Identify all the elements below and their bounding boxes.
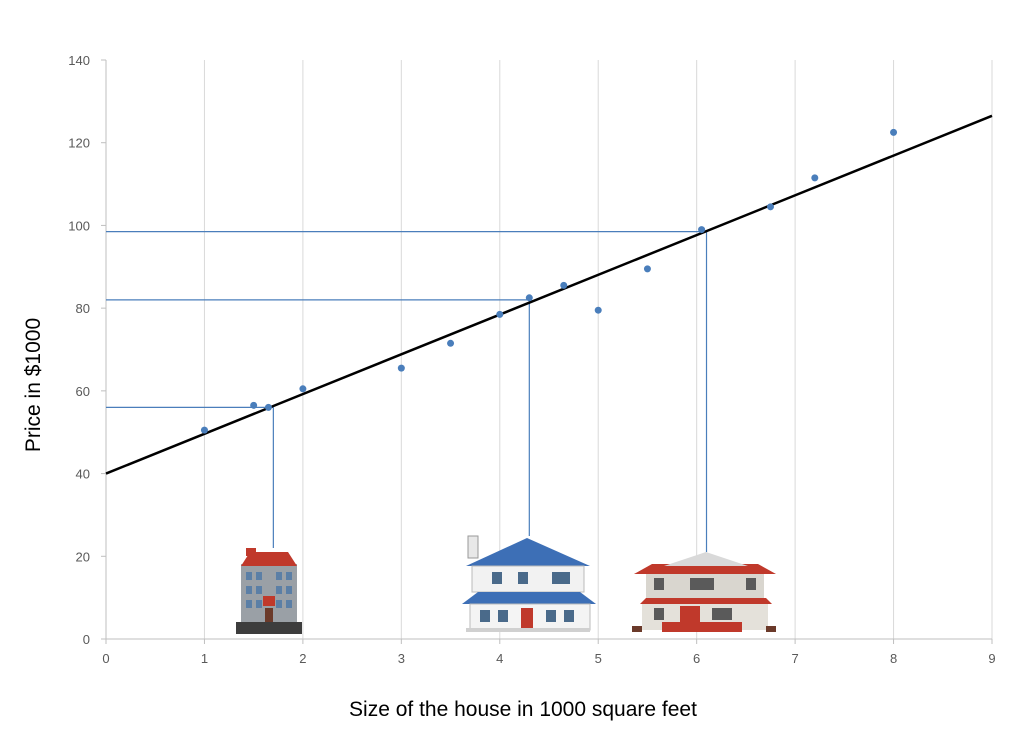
- x-tick-label-4: 4: [496, 651, 503, 666]
- y-tick-label-60: 60: [76, 384, 90, 399]
- x-tick-label-2: 2: [299, 651, 306, 666]
- x-tick-label-9: 9: [988, 651, 995, 666]
- data-point-5: [397, 364, 405, 372]
- y-tick-label-140: 140: [68, 53, 90, 68]
- y-tick-label-100: 100: [68, 218, 90, 233]
- x-tick-label-5: 5: [595, 651, 602, 666]
- x-tick-label-0: 0: [102, 651, 109, 666]
- x-tick-label-3: 3: [398, 651, 405, 666]
- data-point-10: [594, 306, 602, 314]
- projection-lines: [106, 231, 708, 552]
- x-tick-label-6: 6: [693, 651, 700, 666]
- data-point-13: [767, 203, 774, 211]
- data-point-1: [200, 426, 208, 434]
- y-tick-label-120: 120: [68, 136, 90, 151]
- data-points: [200, 128, 898, 434]
- x-axis-title: Size of the house in 1000 square feet: [349, 698, 697, 721]
- data-point-12: [698, 226, 706, 234]
- data-point-15: [890, 128, 898, 136]
- tick-labels: 0 1 2 3 4 5 6 7 8 9 0 20 40 60 80 100 120 140: [68, 53, 995, 666]
- x-tick-label-8: 8: [890, 651, 897, 666]
- y-tick-label-20: 20: [76, 549, 90, 564]
- data-point-8: [525, 294, 533, 302]
- y-tick-label-80: 80: [76, 301, 90, 316]
- blue-roof-house-icon: [462, 535, 596, 632]
- x-tick-label-1: 1: [201, 651, 208, 666]
- y-axis-title: Price in $1000: [22, 318, 45, 452]
- data-point-7: [496, 310, 504, 318]
- red-roof-house-icon: [632, 552, 776, 632]
- trendline-segment: [105, 114, 993, 475]
- data-point-11: [643, 265, 651, 273]
- data-point-3: [264, 403, 272, 411]
- data-point-14: [811, 174, 819, 182]
- data-point-2: [250, 401, 258, 409]
- data-point-9: [560, 281, 568, 289]
- trendline: [105, 114, 993, 475]
- gridlines: [203, 60, 993, 639]
- y-tick-label-0: 0: [83, 632, 90, 647]
- apartment-building-icon: [236, 548, 302, 634]
- axes: [101, 59, 993, 644]
- data-point-6: [447, 339, 455, 347]
- y-tick-label-40: 40: [76, 467, 90, 482]
- x-tick-label-7: 7: [791, 651, 798, 666]
- data-point-4: [299, 385, 307, 393]
